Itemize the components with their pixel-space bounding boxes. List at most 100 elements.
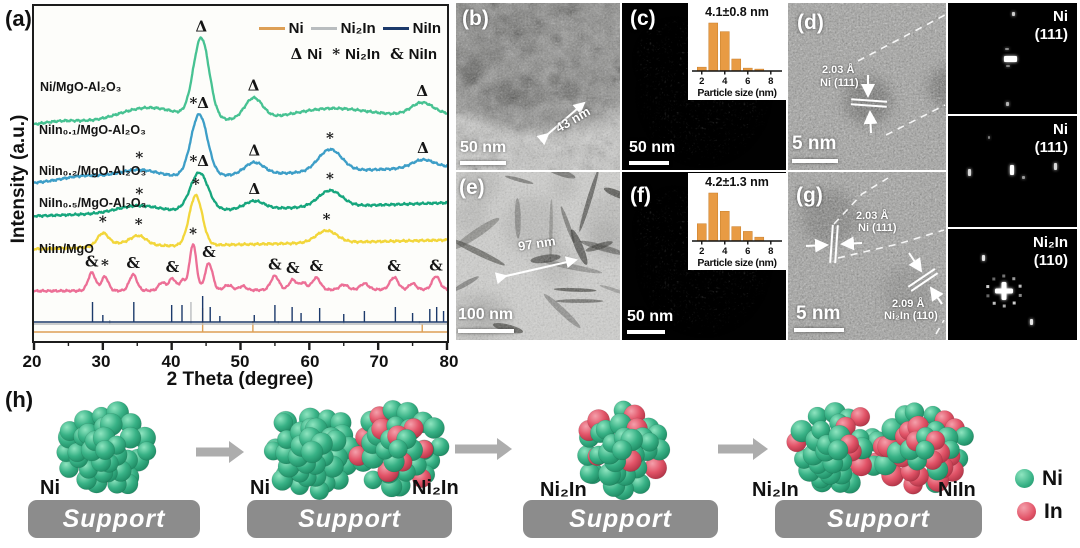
tem-image-e: (e) 97 nm 100 nm	[456, 172, 620, 340]
legend-label: NiIn	[412, 20, 441, 37]
scale-bar-label: 5 nm	[796, 303, 841, 324]
svg-text:4: 4	[722, 76, 728, 87]
svg-text:8: 8	[768, 76, 773, 87]
tem-image-b: (b) 43 nm 50 nm	[456, 3, 620, 170]
svg-text:*Δ: *Δ	[189, 94, 209, 112]
fft-plane-label: (110)	[1033, 252, 1068, 269]
trace-label-niin02: NiIn₀.₂/MgO-Al₂O₃	[39, 164, 147, 178]
symbol-label: Ni₂In	[345, 45, 381, 63]
support-slab-4: Support	[775, 500, 982, 538]
svg-text:&: &	[85, 252, 99, 270]
support-label: Support	[62, 504, 166, 533]
svg-text:Δ: Δ	[248, 180, 260, 198]
svg-text:&: &	[202, 243, 216, 261]
fft-pattern-ni-111-a: Ni (111)	[948, 3, 1077, 114]
cluster-label-niin-4: NiIn	[938, 479, 976, 501]
x-tick-label: 30	[91, 352, 111, 371]
panel-a-label: (a)	[5, 6, 32, 31]
svg-text:4.2±1.3 nm: 4.2±1.3 nm	[705, 175, 769, 189]
cluster-label-ni-2: Ni	[250, 477, 270, 499]
support-label: Support	[298, 504, 401, 533]
svg-text:&: &	[166, 258, 180, 276]
xrd-line-legend: Ni Ni₂In NiIn	[258, 20, 441, 37]
fft-plane-label: (111)	[1034, 26, 1068, 43]
scale-bar-label: 100 nm	[458, 306, 514, 323]
scale-bar-label: 5 nm	[792, 133, 837, 154]
x-axis-label: 2 Theta (degree)	[166, 369, 314, 390]
symbol-label: Ni	[307, 45, 323, 63]
mechanism-schematic: (h) Support Support Support Support Ni N…	[0, 385, 1080, 548]
tem-texture	[456, 172, 620, 340]
svg-text:*: *	[189, 224, 197, 242]
svg-text:8: 8	[768, 246, 773, 257]
svg-text:Particle size (nm): Particle size (nm)	[697, 257, 776, 269]
svg-text:2: 2	[699, 246, 704, 257]
fft-phase-label: Ni₂In	[1033, 234, 1068, 251]
scale-bar-label: 50 nm	[629, 139, 676, 156]
trace-label-ni-mgo-al2o3: Ni/MgO-Al₂O₃	[40, 80, 122, 94]
plane-label: Ni (111)	[820, 77, 859, 89]
hrtem-image-d: (d) 2.03 Å Ni (111) 5 nm	[788, 3, 946, 170]
niin-line-swatch	[382, 27, 409, 30]
support-label: Support	[827, 504, 930, 533]
tem-image-f: (f) 50 nm 4.2±1.3 nm 2 4 6 8 Particle size (n…	[622, 172, 786, 340]
scale-bar-label: 50 nm	[460, 139, 507, 156]
panel-b-label: (b)	[462, 7, 489, 30]
triangle-symbol: Δ	[290, 45, 303, 63]
symbol-legend-niin: & NiIn	[390, 45, 437, 63]
trace-label-niin01: NiIn₀.₁/MgO-Al₂O₃	[39, 123, 146, 137]
fft-phase-label: Ni	[1053, 121, 1068, 138]
x-tick-label: 40	[161, 352, 181, 371]
legend-item-ni2in: Ni₂In	[310, 20, 376, 37]
svg-text:*: *	[135, 185, 143, 203]
particle-size-histogram-f: 4.2±1.3 nm 2 4 6 8 Particle size (nm)	[688, 173, 786, 270]
fft-spots	[948, 3, 1077, 114]
hrtem-image-g: (g) 2.03 Å Ni (111) 2.09 Å Ni₂In (110) 5…	[788, 172, 946, 340]
svg-text:*: *	[99, 212, 107, 230]
tem-texture	[456, 3, 620, 170]
measure-arrow-97nm	[494, 256, 578, 285]
panel-d-label: (d)	[797, 11, 824, 34]
svg-text:Δ: Δ	[248, 141, 260, 159]
svg-text:Particle size (nm): Particle size (nm)	[697, 87, 776, 99]
fft-pattern-ni2in-110: Ni₂In (110)	[948, 229, 1077, 340]
cluster-label-ni2in-4: Ni₂In	[752, 479, 799, 501]
svg-text:4.1±0.8 nm: 4.1±0.8 nm	[705, 5, 769, 19]
scale-bar	[629, 161, 669, 165]
panel-f-label: (f)	[630, 184, 651, 207]
legend-item-ni: Ni	[258, 20, 304, 37]
asterisk-symbol: *	[332, 45, 341, 63]
xrd-panel: (a) Intensity (a.u.) Δ Δ Δ * *Δ Δ * Δ * *Δ Δ * * * * * &…	[0, 0, 458, 400]
svg-text:&: &	[268, 255, 282, 273]
svg-text:2: 2	[699, 76, 704, 87]
legend-label: Ni	[288, 20, 304, 37]
measure-arrow-43nm	[536, 101, 586, 146]
x-tick-label: 60	[300, 352, 320, 371]
svg-text:*: *	[135, 149, 143, 167]
panel-h-label: (h)	[5, 387, 34, 412]
xrd-symbol-legend: Δ Ni * Ni₂In & NiIn	[291, 45, 437, 63]
svg-text:6: 6	[745, 76, 750, 87]
x-tick-label: 80	[439, 352, 459, 371]
scale-bar	[458, 329, 514, 333]
legend-item-niin: NiIn	[382, 20, 441, 37]
support-slab-2: Support	[247, 500, 452, 538]
support-slab-3: Support	[523, 500, 718, 538]
svg-text:*: *	[323, 210, 331, 228]
particle-size-histogram-c: 4.1±0.8 nm 2 4 6 8 Particle size (nm)	[688, 3, 786, 100]
svg-text:&: &	[286, 259, 300, 277]
lattice-annotation	[805, 177, 945, 335]
svg-text:Δ: Δ	[416, 82, 428, 100]
x-tick-label: 20	[22, 352, 42, 371]
plane-label-2: Ni₂In (110)	[884, 310, 938, 322]
scale-bar-label: 50 nm	[627, 308, 674, 325]
svg-text:4: 4	[722, 246, 728, 257]
trace-label-niin05: NiIn₀.₅/MgO-Al₂O₃	[39, 196, 147, 210]
svg-text:Δ: Δ	[417, 139, 429, 157]
panel-e-label: (e)	[459, 176, 485, 199]
svg-text:&: &	[309, 257, 323, 275]
symbol-legend-ni: Δ Ni	[291, 45, 323, 63]
panel-g-label: (g)	[796, 184, 823, 207]
